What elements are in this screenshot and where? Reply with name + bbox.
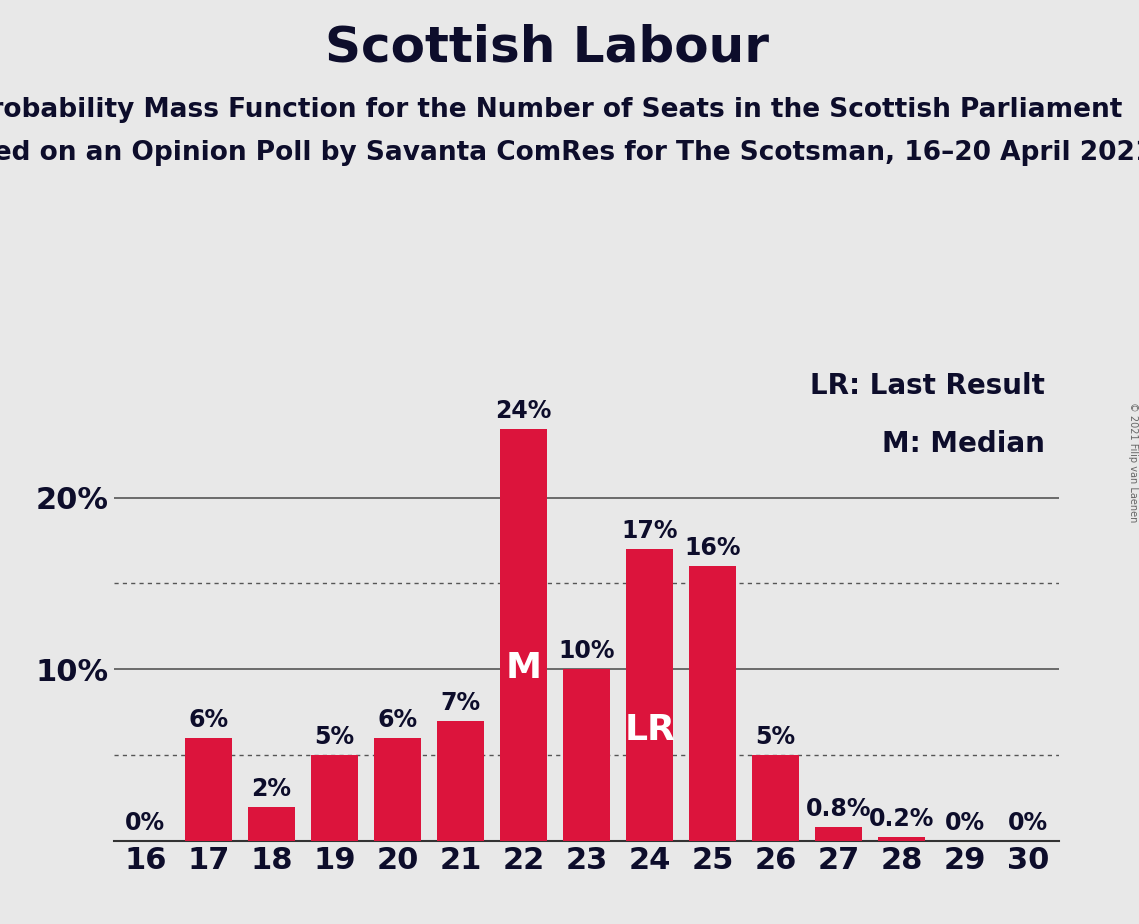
Text: 5%: 5% — [314, 725, 354, 749]
Text: 0.2%: 0.2% — [869, 808, 934, 832]
Bar — [626, 549, 673, 841]
Text: LR: LR — [624, 713, 675, 747]
Bar — [185, 738, 232, 841]
Text: M: Median: M: Median — [883, 430, 1046, 458]
Text: 7%: 7% — [441, 691, 481, 715]
Text: 2%: 2% — [252, 776, 292, 800]
Bar — [500, 429, 547, 841]
Text: Scottish Labour: Scottish Labour — [325, 23, 769, 71]
Text: Probability Mass Function for the Number of Seats in the Scottish Parliament: Probability Mass Function for the Number… — [0, 97, 1122, 123]
Text: 0%: 0% — [125, 811, 165, 835]
Bar — [752, 755, 800, 841]
Text: © 2021 Filip van Laenen: © 2021 Filip van Laenen — [1129, 402, 1138, 522]
Bar — [689, 566, 736, 841]
Text: 10%: 10% — [558, 639, 615, 663]
Text: 0%: 0% — [1008, 811, 1048, 835]
Text: LR: Last Result: LR: Last Result — [810, 372, 1046, 400]
Bar — [311, 755, 358, 841]
Bar — [563, 669, 611, 841]
Bar — [878, 837, 925, 841]
Text: 6%: 6% — [188, 708, 229, 732]
Text: 24%: 24% — [495, 399, 551, 423]
Bar — [437, 721, 484, 841]
Text: M: M — [506, 650, 541, 685]
Text: 17%: 17% — [622, 519, 678, 543]
Bar — [816, 827, 862, 841]
Text: 6%: 6% — [377, 708, 418, 732]
Bar — [248, 807, 295, 841]
Text: 5%: 5% — [755, 725, 796, 749]
Text: 0.8%: 0.8% — [806, 797, 871, 821]
Text: Based on an Opinion Poll by Savanta ComRes for The Scotsman, 16–20 April 2021: Based on an Opinion Poll by Savanta ComR… — [0, 140, 1139, 166]
Bar — [374, 738, 421, 841]
Text: 16%: 16% — [685, 536, 740, 560]
Text: 0%: 0% — [944, 811, 985, 835]
